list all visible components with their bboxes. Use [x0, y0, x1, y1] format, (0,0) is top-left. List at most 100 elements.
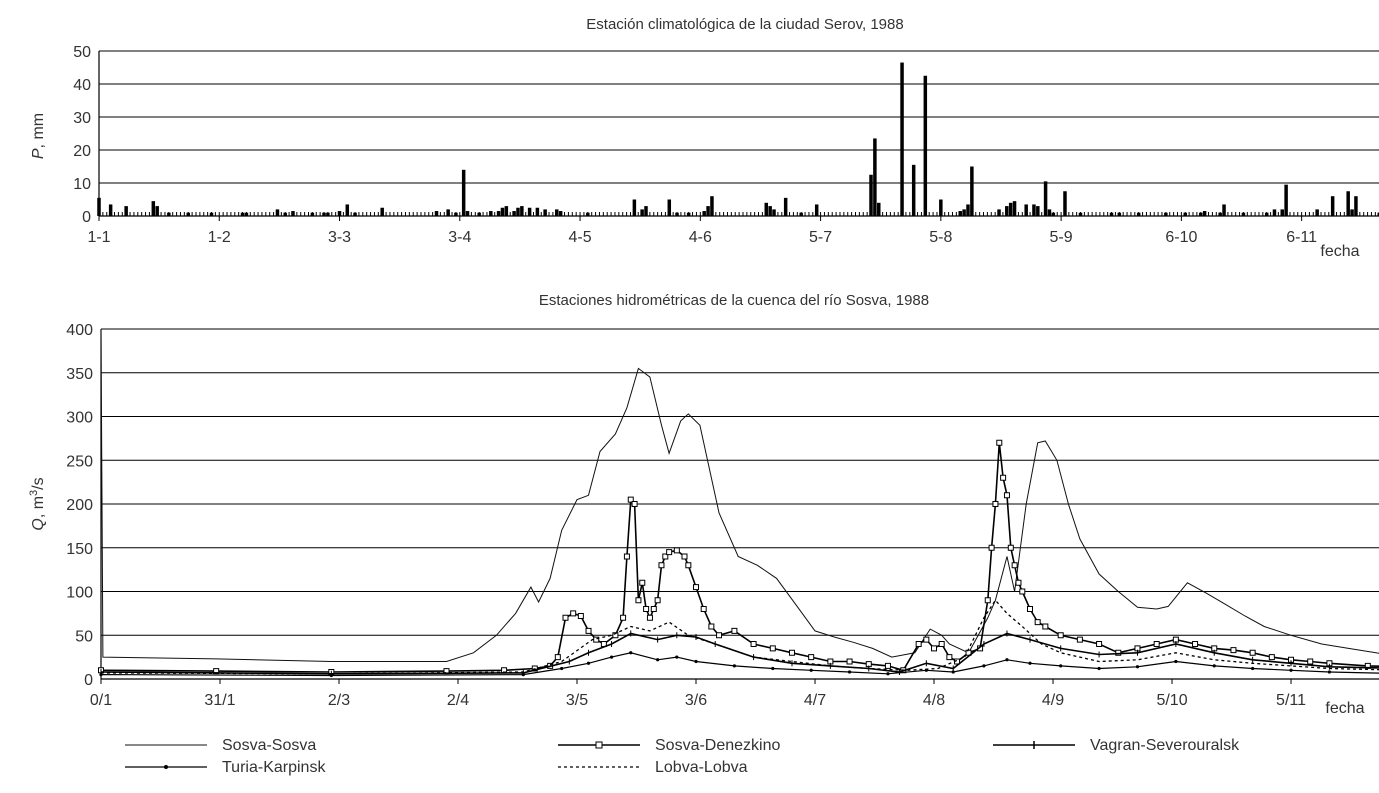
precipitation-bar	[1063, 191, 1067, 216]
precipitation-x-tick-label: 5-8	[929, 229, 952, 246]
precipitation-bar	[167, 212, 171, 216]
precipitation-x-ticks: 1-11-23-33-44-54-65-75-85-96-106-117-12	[87, 216, 1317, 246]
precipitation-plot-border	[98, 50, 1379, 217]
precipitation-bar	[586, 212, 590, 216]
precipitation-bar	[632, 199, 637, 216]
precipitation-bar	[465, 211, 470, 216]
precipitation-bar	[958, 211, 962, 216]
series-marker	[1097, 666, 1101, 671]
series-marker	[1192, 641, 1199, 647]
discharge-x-tick-label: 5/11	[1276, 692, 1306, 709]
precipitation-bar	[454, 212, 458, 216]
series-marker	[951, 670, 955, 674]
series-marker	[662, 553, 669, 560]
discharge-x-tick-label: 31/1	[204, 692, 235, 709]
precipitation-bar	[997, 209, 1001, 216]
series-marker	[673, 547, 680, 554]
series-marker	[716, 632, 723, 639]
precipitation-bars	[97, 62, 1379, 216]
series-marker	[1289, 668, 1293, 672]
precipitation-bar	[640, 209, 644, 216]
precipitation-bar	[558, 211, 563, 216]
discharge-series	[98, 328, 1379, 678]
precipitation-bar	[1264, 212, 1269, 216]
discharge-x-tick-label: 2/4	[447, 692, 469, 709]
series-lobva-lobva	[100, 599, 1379, 675]
precipitation-bar	[240, 212, 245, 216]
precipitation-bar	[555, 209, 559, 216]
series-marker	[982, 664, 986, 668]
precipitation-bar	[1183, 212, 1187, 216]
precipitation-bar	[1043, 181, 1048, 216]
series-marker	[996, 439, 1003, 446]
precipitation-bar	[496, 211, 501, 216]
precipitation-bar	[1330, 196, 1335, 216]
series-marker	[656, 658, 660, 662]
precipitation-bar	[380, 207, 384, 216]
series-sosva-sosva	[100, 328, 1379, 662]
precipitation-bar	[962, 209, 966, 216]
discharge-y-tick-label: 200	[66, 497, 93, 514]
precipitation-bar	[1008, 202, 1013, 216]
series-marker	[1034, 619, 1041, 626]
discharge-x-tick-label: 5/10	[1156, 692, 1187, 709]
legend-label: Sosva-Sosva	[222, 737, 316, 754]
precipitation-bar	[1078, 212, 1083, 216]
precipitation-chart: Estación climatológica de la ciudad Sero…	[30, 16, 1379, 260]
discharge-x-tick-label: 4/7	[804, 692, 826, 709]
precipitation-bar	[1051, 212, 1056, 216]
series-marker	[1251, 666, 1255, 671]
discharge-x-ticks: 0/131/12/32/43/53/64/74/84/95/105/116/12	[90, 679, 1306, 709]
discharge-y-tick-label: 250	[66, 453, 93, 470]
precipitation-bar	[322, 212, 326, 216]
precipitation-bar	[1117, 212, 1122, 216]
discharge-y-tick-label: 350	[66, 366, 93, 383]
precipitation-bar	[939, 199, 943, 216]
precipitation-bar	[108, 204, 113, 216]
precipitation-bar	[1032, 204, 1036, 216]
precipitation-bar	[1241, 212, 1246, 216]
series-marker	[1003, 492, 1010, 499]
series-marker	[847, 670, 852, 674]
precipitation-bar	[783, 197, 788, 216]
series-marker	[886, 672, 890, 676]
precipitation-bar	[768, 206, 772, 216]
series-marker	[1096, 641, 1103, 647]
discharge-x-tick-label: 2/3	[328, 692, 350, 709]
precipitation-bar	[814, 204, 819, 216]
precipitation-bar	[186, 212, 190, 216]
precipitation-bar	[155, 206, 159, 216]
discharge-chart-title: Estaciones hidrométricas de la cuenca de…	[539, 292, 929, 309]
series-marker	[627, 496, 634, 503]
discharge-x-tick-label: 0/1	[90, 692, 112, 709]
series-sosva-denezkino	[98, 439, 1379, 675]
discharge-grid	[100, 328, 1379, 680]
precipitation-x-tick-label: 1-2	[208, 229, 231, 246]
precipitation-bar	[434, 211, 439, 216]
discharge-y-axis-label: Q, m3/s	[28, 477, 47, 530]
precipitation-bar	[900, 62, 904, 216]
precipitation-bar	[1036, 206, 1040, 216]
series-marker	[635, 597, 642, 604]
series-marker	[570, 610, 577, 617]
precipitation-x-tick-label: 4-5	[568, 229, 591, 246]
discharge-y-tick-label: 50	[75, 628, 93, 645]
discharge-y-ticks: 0 50 100 150 200 250 300 350 400	[66, 322, 93, 689]
precipitation-bar	[1005, 206, 1009, 216]
series-marker	[808, 654, 815, 661]
series-marker	[560, 666, 564, 671]
series-turia-karpinsk	[99, 651, 1379, 678]
precipitation-bar	[923, 75, 928, 216]
series-marker	[923, 636, 930, 643]
precipitation-grid	[98, 50, 1379, 217]
precipitation-x-tick-label: 3-3	[328, 229, 351, 246]
precipitation-bar	[283, 212, 287, 216]
precipitation-y-axis-var: P	[30, 148, 47, 159]
series-marker	[1057, 632, 1064, 639]
precipitation-bar	[1377, 212, 1379, 216]
precipitation-chart-title: Estación climatológica de la ciudad Sero…	[586, 16, 903, 33]
discharge-x-axis-label: fecha	[1325, 700, 1364, 717]
series-marker	[1007, 544, 1014, 551]
precipitation-x-tick-label: 4-6	[689, 229, 712, 246]
